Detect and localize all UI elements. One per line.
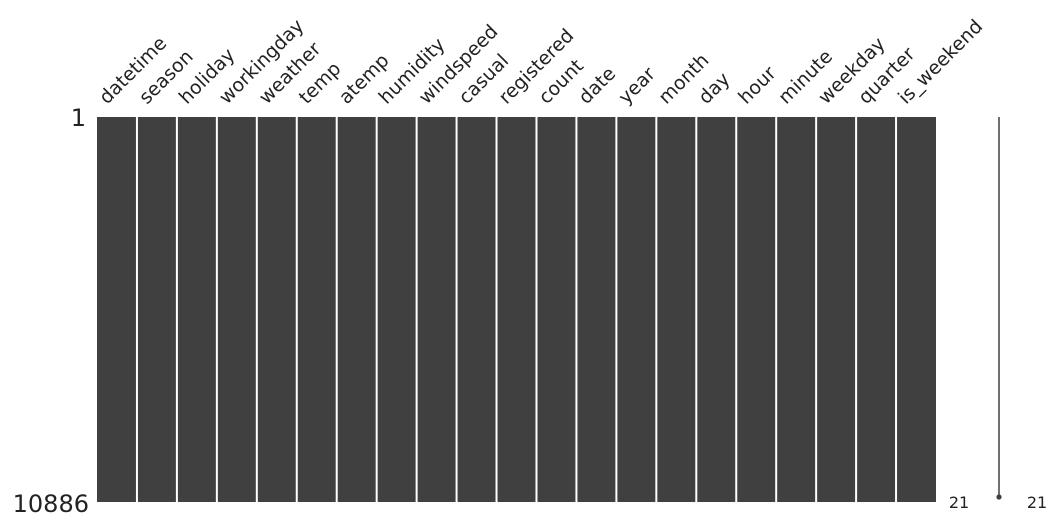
- column-cell-registered: [496, 117, 537, 502]
- column-cell-quarter: [856, 117, 897, 502]
- sparkline-min-label: 21: [949, 493, 969, 512]
- column-cell-date: [576, 117, 617, 502]
- column-cell-year: [616, 117, 657, 502]
- column-cell-weather: [256, 117, 297, 502]
- column-cell-windspeed: [416, 117, 457, 502]
- column-cell-workingday: [216, 117, 257, 502]
- column-cell-is_weekend: [896, 117, 936, 502]
- column-label-year: year: [614, 63, 660, 109]
- column-cell-hour: [736, 117, 777, 502]
- column-cell-datetime: [97, 117, 137, 502]
- column-label-hour: hour: [734, 62, 780, 108]
- column-cell-day: [696, 117, 737, 502]
- column-cell-season: [136, 117, 177, 502]
- column-cell-holiday: [176, 117, 217, 502]
- column-cell-casual: [456, 117, 497, 502]
- sparkline-min-marker: [996, 494, 1002, 500]
- column-cell-temp: [296, 117, 337, 502]
- sparkline-max-label: 21: [1027, 493, 1047, 512]
- column-cell-count: [536, 117, 577, 502]
- row-label-last: 10886: [13, 490, 89, 518]
- column-cell-month: [656, 117, 697, 502]
- column-cell-humidity: [376, 117, 417, 502]
- column-cell-atemp: [336, 117, 377, 502]
- row-label-first: 1: [71, 104, 86, 132]
- column-cell-weekday: [816, 117, 857, 502]
- column-cell-minute: [776, 117, 817, 502]
